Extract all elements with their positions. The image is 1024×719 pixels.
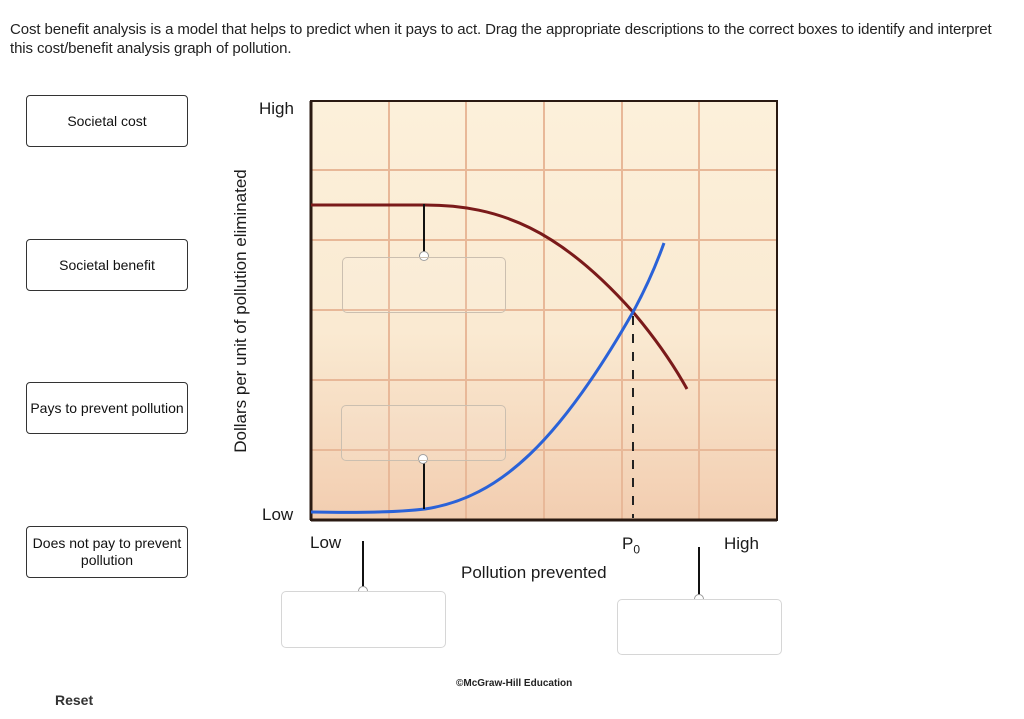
draggable-does-not-pay[interactable]: Does not pay to prevent pollution: [26, 526, 188, 578]
cost-curve: [311, 203, 689, 390]
leader-dot-upper: [419, 251, 429, 261]
x-axis-low-label: Low: [310, 533, 342, 552]
draggable-societal-cost[interactable]: Societal cost: [26, 95, 188, 147]
leader-dot-lower: [418, 454, 428, 464]
drop-target-right-region[interactable]: [617, 599, 782, 655]
grid-lines: [311, 101, 777, 520]
x-axis-label: Pollution prevented: [461, 563, 607, 582]
drop-target-lower-curve[interactable]: [341, 405, 506, 461]
x-axis-high-label: High: [724, 534, 759, 553]
draggable-societal-benefit[interactable]: Societal benefit: [26, 239, 188, 291]
p0-letter: P: [622, 534, 634, 553]
p0-subscript: 0: [633, 542, 641, 557]
y-axis-low-label: Low: [262, 505, 294, 524]
draggable-pays-to-prevent[interactable]: Pays to prevent pollution: [26, 382, 188, 434]
drop-target-left-region[interactable]: [281, 591, 446, 648]
reset-button[interactable]: Reset: [55, 692, 94, 708]
benefit-curve: [310, 242, 666, 514]
instructions-text: Cost benefit analysis is a model that he…: [10, 21, 992, 57]
drop-target-upper-curve[interactable]: [342, 257, 506, 313]
p0-label: P0: [622, 534, 640, 556]
copyright-credit: ©McGraw-Hill Education: [456, 678, 573, 689]
y-axis-label: Dollars per unit of pollution eliminated: [231, 169, 250, 453]
y-axis-high-label: High: [259, 99, 294, 118]
